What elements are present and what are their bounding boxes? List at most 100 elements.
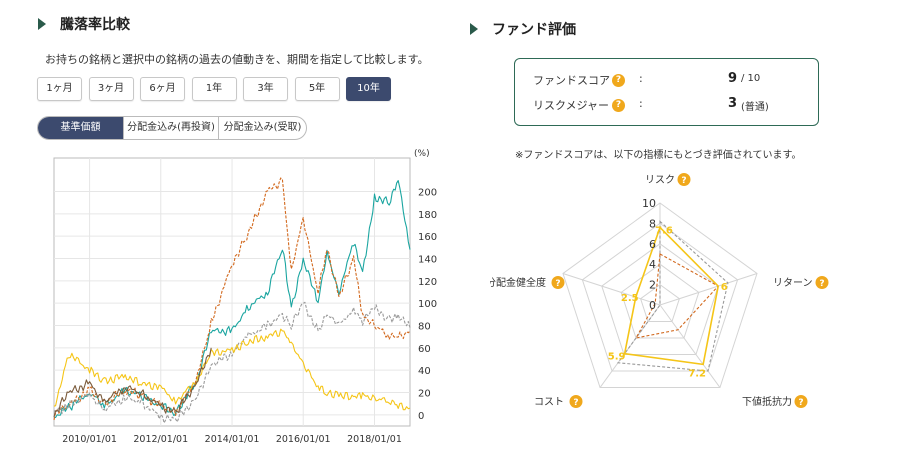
performance-description: お持ちの銘柄と選択中の銘柄の過去の値動きを、期間を指定して比較します。 [45,53,429,66]
radar-tick-label: 10 [642,197,656,210]
radar-grid-ring [601,243,719,356]
radar-tick-label: 0 [649,299,656,312]
help-icon[interactable]: ? [612,99,625,112]
help-icon [794,395,808,408]
help-icon-glyph: ? [555,279,560,289]
help-icon [815,276,829,289]
period-button[interactable]: 3ヶ月 [88,77,134,101]
fund-score-label: ファンドスコア [533,74,610,87]
y-tick-label: 100 [418,299,437,310]
radar-data-label: 6 [721,282,728,293]
fund-rating-title: ファンド評価 [470,19,576,39]
y-tick-label: 180 [418,210,437,221]
y-tick-label: 200 [418,188,437,199]
y-unit-label: (%) [414,149,430,159]
y-tick-label: 160 [418,232,437,243]
radar-series-orange [634,253,720,339]
radar-tick-label: 6 [649,238,656,251]
help-icon-glyph: ? [798,398,803,408]
series-line-brown [53,347,212,418]
help-icon-glyph: ? [681,176,686,186]
radar-grid-ring [581,222,739,372]
help-icon-glyph: ? [573,398,578,408]
fund-score-note: ※ファンドスコアは、以下の指標にもとづき評価されています。 [515,150,802,161]
period-button[interactable]: 1ヶ月 [37,77,82,101]
x-tick-label: 2012/01/01 [133,434,188,445]
period-button[interactable]: 6ヶ月 [140,77,185,101]
radar-spoke [659,273,758,306]
radar-axis-label-group: リスク? [645,173,691,186]
x-tick-label: 2014/01/01 [205,434,260,445]
radar-tick-label: 8 [649,217,656,230]
risk-measure-value: 3 [727,96,737,111]
radar-grid [562,202,758,389]
risk-measure-label: リスクメジャー [533,99,610,112]
return-type-tab[interactable]: 分配金込み(再投資) [123,117,218,139]
radar-axis-label: コスト [534,397,564,408]
radar-spoke [659,304,721,388]
radar-series-group [617,220,729,372]
return-type-segmented-control: 基準価額 分配金込み(再投資) 分配金込み(受取) [37,116,307,140]
performance-line-chart: 0 20 40 60 80 100 120 140 160 180 200 (%) 2010/01/01… [53,149,437,445]
y-tick-label: 80 [418,322,431,333]
risk-measure-row: リスクメジャー ? : 3 (普通) [515,96,818,115]
triangle-bullet-icon [470,23,478,35]
series-line-orange [53,177,411,421]
fund-score-value: 9 [727,71,737,86]
x-tick-label: 2010/01/01 [62,434,117,445]
radar-axis-label: リスク [645,174,675,186]
triangle-bullet-icon [38,18,46,30]
radar-axis-label-group: 分配金健全度? [490,276,565,289]
help-icon [551,276,565,289]
radar-axis-label: リターン [773,277,813,289]
radar-axis-label-group: 下値抵抗力? [742,395,808,408]
period-button[interactable]: 10年 [346,77,391,101]
radar-spoke [562,273,661,306]
y-tick-label: 40 [418,366,431,377]
fund-rating-title-text: ファンド評価 [492,22,576,38]
radar-tick-label: 4 [649,258,656,271]
radar-grid-ring [620,263,700,339]
radar-axis-label: 下値抵抗力 [742,395,792,408]
help-icon[interactable]: ? [612,74,625,87]
y-tick-label: 120 [418,277,437,288]
series-line-gray [53,301,411,424]
grid-lines [54,158,410,426]
performance-comparison-title-text: 騰落率比較 [60,17,130,33]
radar-series-gray [617,220,729,372]
radar-data-label: 2.5 [621,293,639,304]
y-tick-label: 0 [418,411,424,422]
radar-grid-ring [640,283,680,323]
series-line-yellow [53,328,411,411]
series-group [53,177,411,424]
return-type-tab[interactable]: 分配金込み(受取) [218,117,306,139]
colon: : [639,72,643,85]
fund-score-row: ファンドスコア ? : 9 / 10 [515,71,818,90]
y-tick-label: 20 [418,389,431,400]
help-icon-glyph: ? [819,279,824,289]
radar-grid-ring [562,202,758,389]
radar-series-yellow [623,226,720,366]
period-button[interactable]: 5年 [294,77,340,101]
risk-measure-suffix: (普通) [741,102,769,113]
x-tick-label: 2018/01/01 [347,434,402,445]
radar-data-label: 5.9 [608,352,626,363]
radar-axis-label-group: リターン? [773,276,829,289]
period-button[interactable]: 3年 [243,77,288,101]
y-tick-label: 60 [418,344,431,355]
radar-axis-label: 分配金健全度 [490,276,546,289]
help-icon [677,173,691,186]
help-icon [569,395,583,408]
radar-axis-label-group: コスト? [534,395,583,408]
radar-tick-label: 2 [649,279,656,292]
fund-score-suffix: / 10 [741,73,761,84]
x-tick-label: 2016/01/01 [276,434,331,445]
colon: : [639,97,643,110]
fund-score-box: ファンドスコア ? : 9 / 10 リスクメジャー ? : 3 (普通) [514,58,819,126]
radar-data-label: 7.2 [688,368,706,379]
return-type-tab[interactable]: 基準価額 [38,117,123,139]
radar-data-label: 7.6 [655,225,673,236]
y-tick-label: 140 [418,255,437,266]
period-button[interactable]: 1年 [191,77,237,101]
